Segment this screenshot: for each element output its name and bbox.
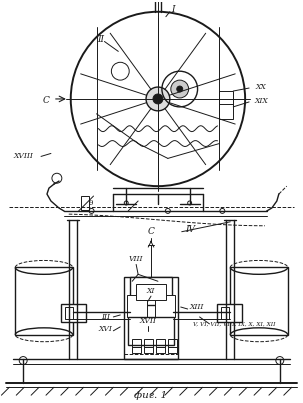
Bar <box>130 277 172 305</box>
Circle shape <box>153 94 163 104</box>
Bar <box>221 307 229 319</box>
Text: I: I <box>171 5 175 14</box>
Bar <box>219 91 233 119</box>
Text: IV: IV <box>185 225 195 234</box>
Bar <box>217 304 242 322</box>
Circle shape <box>177 86 183 92</box>
Text: XVIII: XVIII <box>13 152 33 160</box>
Bar <box>144 339 153 347</box>
Bar <box>15 267 73 335</box>
Circle shape <box>171 80 189 98</box>
Text: XI: XI <box>147 287 155 295</box>
Text: C: C <box>42 96 49 106</box>
Text: XX: XX <box>256 83 266 91</box>
Text: V, VI, VII, VIII, IX, X, XI, XII: V, VI, VII, VIII, IX, X, XI, XII <box>193 321 275 326</box>
Bar <box>124 277 178 359</box>
Text: фиг. 1: фиг. 1 <box>135 391 168 400</box>
Bar <box>132 339 141 347</box>
Text: III: III <box>101 313 110 321</box>
Bar <box>230 267 288 335</box>
Bar <box>144 347 153 353</box>
Bar <box>132 347 141 353</box>
Bar <box>61 304 86 322</box>
Bar <box>128 317 174 345</box>
Text: XVI: XVI <box>98 325 112 333</box>
Bar <box>156 347 165 353</box>
Bar <box>65 307 73 319</box>
Bar <box>168 339 177 347</box>
Bar <box>156 339 165 347</box>
Bar <box>155 295 175 317</box>
Text: C: C <box>148 227 155 236</box>
Text: 9: 9 <box>88 199 93 207</box>
Bar <box>168 347 177 353</box>
Text: II: II <box>97 35 104 44</box>
Text: XIII: XIII <box>189 303 204 311</box>
Bar <box>127 295 147 317</box>
Text: VIII: VIII <box>129 256 143 264</box>
Text: XVII: XVII <box>140 317 156 325</box>
Bar <box>81 196 88 210</box>
Text: XIX: XIX <box>254 97 268 105</box>
Circle shape <box>146 87 170 111</box>
Bar <box>136 284 166 300</box>
